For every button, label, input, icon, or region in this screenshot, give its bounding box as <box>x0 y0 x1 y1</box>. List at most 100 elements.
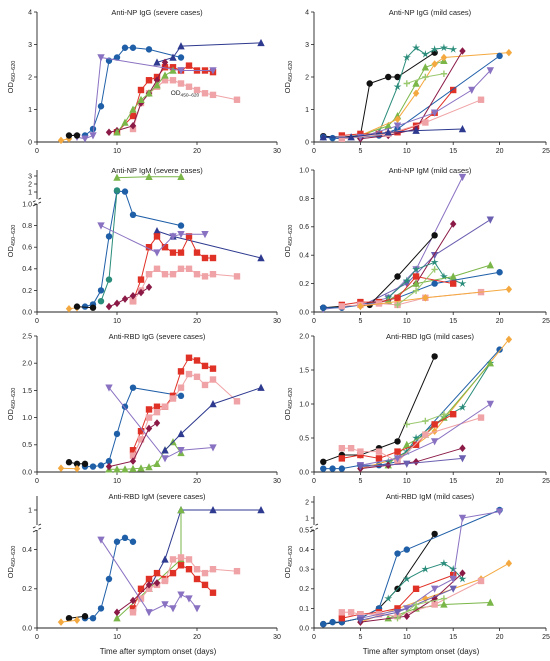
data-point <box>439 43 448 52</box>
data-point <box>129 609 137 616</box>
data-point <box>421 565 430 573</box>
x-tick-label: 0 <box>312 318 316 325</box>
x-tick-label: 20 <box>193 148 201 155</box>
data-point <box>185 566 193 573</box>
data-point <box>177 67 185 75</box>
data-point <box>185 370 193 378</box>
data-point <box>422 119 429 126</box>
data-point <box>338 609 346 616</box>
data-point <box>57 618 65 626</box>
data-point <box>137 95 145 103</box>
data-point <box>145 77 153 84</box>
y-tick-label: 0.0 <box>22 469 32 476</box>
data-point <box>458 514 467 522</box>
data-point <box>505 285 513 294</box>
data-point <box>439 272 448 280</box>
panel-np-igm-severe: 123 0.0 0.2 0.4 0.6 0.8 1.0 0 10 20 30 Anti-NP IgM … <box>6 166 281 325</box>
data-point <box>153 579 161 587</box>
data-point <box>169 395 177 402</box>
data-point <box>129 452 137 459</box>
data-point <box>402 53 411 61</box>
data-point <box>89 304 97 311</box>
x-tick-label: 5 <box>358 148 362 155</box>
data-point <box>201 569 209 577</box>
data-point <box>209 444 217 452</box>
data-point <box>495 508 504 516</box>
data-point <box>338 455 346 462</box>
data-point <box>113 299 121 308</box>
data-point <box>375 455 383 462</box>
data-series <box>65 132 81 139</box>
data-point <box>338 445 346 452</box>
data-point <box>320 304 327 311</box>
data-point <box>412 601 420 608</box>
data-point <box>153 249 161 257</box>
data-point <box>440 411 448 418</box>
data-point <box>169 77 177 84</box>
data-point <box>449 585 457 593</box>
data-point <box>113 538 121 545</box>
data-series <box>65 613 89 622</box>
y-axis-label: OD450–620 <box>283 225 294 258</box>
data-point <box>177 80 185 87</box>
data-point <box>161 64 169 71</box>
data-point <box>145 46 153 53</box>
data-point <box>145 283 153 291</box>
y-tick-label: 1.5 <box>299 367 309 374</box>
data-point <box>459 47 466 55</box>
y-tick-label: 0.0 <box>299 625 309 632</box>
data-series <box>129 77 241 133</box>
panel-np-igg-severe: 0 1 2 3 4 0 10 20 30 Anti-NP IgG (severe cases) OD… <box>6 8 281 155</box>
data-point <box>431 601 438 608</box>
data-point <box>153 76 161 85</box>
data-series <box>129 233 217 305</box>
data-point <box>89 132 97 140</box>
data-point <box>129 464 137 472</box>
y-axis-label: OD450–620 <box>6 61 17 94</box>
y-tick-label: 1.0 <box>22 415 32 422</box>
panel-title: Anti-RBD IgM (mild cases) <box>386 492 475 501</box>
y-tick-label: 2 <box>305 74 309 81</box>
data-point <box>347 133 355 141</box>
y-tick-label: 0.4 <box>299 547 309 554</box>
y-axis-label: OD450–620 <box>283 546 294 579</box>
data-point <box>403 612 410 621</box>
y-tick-label: 0.5 <box>299 527 309 534</box>
chart-annotation: OD450–620 <box>171 90 200 99</box>
x-tick-label: 5 <box>358 634 362 641</box>
data-point <box>209 589 217 596</box>
data-point <box>393 455 402 463</box>
x-tick-label: 25 <box>542 318 550 325</box>
data-point <box>338 465 346 472</box>
data-point <box>393 82 402 91</box>
data-series <box>81 188 185 310</box>
data-point <box>89 125 97 133</box>
data-point <box>450 571 457 579</box>
data-point <box>338 132 346 139</box>
data-series <box>105 438 185 473</box>
x-tick-label: 0 <box>35 148 39 155</box>
data-point <box>193 271 201 278</box>
data-point <box>320 458 327 465</box>
data-series <box>357 48 513 140</box>
data-point <box>440 595 448 602</box>
data-point <box>431 232 438 239</box>
data-series <box>394 595 448 622</box>
data-point <box>193 373 201 380</box>
data-point <box>412 458 420 466</box>
data-point <box>121 534 129 542</box>
data-point <box>129 605 137 612</box>
data-point <box>233 567 241 575</box>
y-tick-label: 0.8 <box>299 196 309 203</box>
data-series <box>105 58 169 137</box>
y-tick-label: 1 <box>305 107 309 114</box>
data-series <box>81 384 185 470</box>
data-point <box>153 419 161 427</box>
data-point <box>458 125 467 133</box>
data-point <box>81 303 89 310</box>
x-tick-label: 15 <box>449 318 457 325</box>
data-point <box>394 129 401 136</box>
data-point <box>153 459 161 468</box>
axis-break-gap <box>312 525 316 530</box>
data-point <box>73 460 81 468</box>
